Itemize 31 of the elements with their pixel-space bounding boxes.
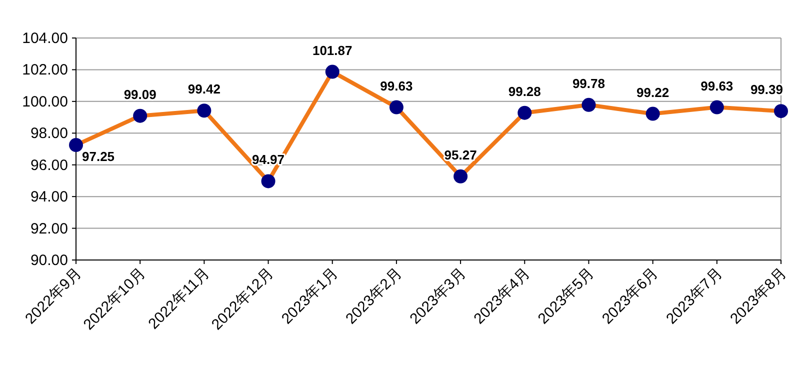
point: [325, 64, 340, 79]
data-label: 101.87: [312, 42, 352, 58]
y-tick-label: 102.00: [22, 62, 68, 79]
data-label: 99.39: [750, 82, 783, 98]
point: [261, 174, 276, 188]
data-label: 99.63: [700, 78, 734, 94]
y-tick-label: 90.00: [30, 252, 68, 269]
data-label: 95.27: [444, 147, 477, 162]
point: [518, 106, 532, 120]
y-tick-label: 98.00: [30, 125, 68, 142]
point: [582, 98, 596, 112]
y-tick-label: 94.00: [30, 188, 68, 206]
data-label: 99.63: [380, 78, 413, 94]
point: [454, 169, 468, 184]
y-tick-label: 96.00: [30, 156, 68, 174]
y-tick-label: 92.00: [30, 220, 68, 238]
point: [710, 100, 724, 114]
point: [774, 104, 788, 118]
point: [197, 104, 212, 118]
point: [389, 100, 404, 114]
data-label: 99.28: [508, 84, 541, 99]
data-label: 99.42: [188, 82, 220, 97]
data-label: 97.25: [82, 149, 115, 164]
data-label: 99.78: [572, 76, 605, 91]
data-label: 99.09: [124, 86, 156, 102]
y-tick-label: 104.00: [22, 30, 68, 47]
point: [69, 138, 83, 152]
data-label: 99.22: [636, 84, 670, 100]
point: [646, 106, 660, 121]
point: [133, 108, 148, 123]
y-tick-label: 100.00: [22, 93, 68, 110]
